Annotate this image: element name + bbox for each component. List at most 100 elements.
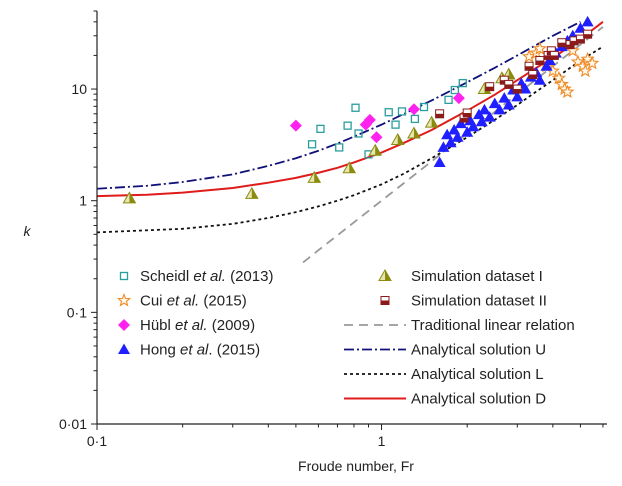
data-point <box>390 132 405 145</box>
y-tick-label: 10 <box>71 81 87 97</box>
data-point <box>441 128 454 140</box>
data-point <box>578 63 593 78</box>
y-tick-label: 0·01 <box>59 416 87 432</box>
data-point <box>475 115 488 127</box>
data-point <box>532 41 547 55</box>
legend-label: Analytical solution L <box>411 366 544 383</box>
data-point <box>407 103 420 116</box>
data-point <box>289 119 302 132</box>
series-line-traditional-linear-relation <box>302 26 604 264</box>
legend-label: Traditional linear relation <box>411 317 575 334</box>
data-point <box>316 124 325 134</box>
data-point <box>397 107 407 116</box>
data-point <box>458 78 467 88</box>
legend-label: Simulation dataset I <box>411 268 543 285</box>
legend-item-cui-et-al-2015 <box>116 292 132 307</box>
data-point <box>122 191 137 204</box>
y-axis-title: k <box>24 223 32 239</box>
legend-label: Simulation dataset II <box>411 293 547 310</box>
series-scheidl-et-al-2013 <box>307 78 467 159</box>
legend-item-simulation-dataset-i <box>378 268 392 281</box>
data-point <box>452 92 465 105</box>
data-point <box>437 141 450 152</box>
data-point <box>581 15 594 27</box>
legend-marker <box>118 343 130 354</box>
data-point <box>407 126 421 139</box>
data-point <box>528 69 538 79</box>
data-point <box>488 97 501 109</box>
legend-marker <box>118 319 130 331</box>
data-point <box>444 95 453 105</box>
legend-item-hong-et-al-2015 <box>118 343 130 354</box>
legend-item-scheidl-et-al-2013 <box>119 271 129 281</box>
data-point <box>533 74 546 85</box>
data-point <box>549 50 559 60</box>
data-point <box>467 120 480 132</box>
data-point <box>354 129 363 138</box>
data-point <box>424 115 439 128</box>
data-point <box>560 84 575 99</box>
data-point <box>307 170 322 183</box>
legend-label: Hong et al. (2015) <box>140 342 260 359</box>
data-point <box>419 102 429 112</box>
data-point <box>461 126 474 137</box>
legend-marker <box>119 271 129 281</box>
series-simulation-dataset-i <box>122 67 516 204</box>
legend-item-h-bl-et-al-2009 <box>118 319 130 331</box>
data-point <box>451 131 464 142</box>
data-point <box>244 186 259 199</box>
data-point <box>335 143 344 152</box>
data-point <box>307 140 317 149</box>
y-tick-label: 0·1 <box>67 304 87 320</box>
data-point <box>342 161 357 174</box>
series-line-analytical-solution-l <box>97 45 604 234</box>
data-point <box>448 123 461 135</box>
data-point <box>504 79 514 89</box>
x-tick-label: 1 <box>378 433 386 449</box>
legend-label: Analytical solution D <box>411 391 546 408</box>
data-point <box>575 34 585 44</box>
x-axis-title: Froude number, Fr <box>298 458 414 474</box>
legend-label: Hübl et al. (2009) <box>140 317 255 334</box>
data-point <box>583 29 593 39</box>
data-point <box>511 90 524 102</box>
data-point <box>391 120 400 129</box>
legend-label: Cui et al. (2015) <box>140 293 247 310</box>
data-point <box>384 108 393 117</box>
data-point <box>435 109 445 119</box>
data-point <box>450 85 460 95</box>
data-point <box>502 98 515 110</box>
data-point <box>498 92 511 103</box>
data-point <box>351 103 360 112</box>
data-point <box>370 131 383 144</box>
data-point <box>444 136 457 148</box>
legend-item-simulation-dataset-ii <box>380 296 390 305</box>
data-point <box>540 60 553 71</box>
legend-marker <box>380 296 390 305</box>
data-point <box>483 111 496 122</box>
legend-marker <box>378 268 392 281</box>
data-point <box>454 117 467 129</box>
data-point <box>551 70 567 85</box>
legend-label: Analytical solution U <box>411 342 546 359</box>
series-simulation-dataset-ii <box>435 29 593 123</box>
data-point <box>485 82 495 92</box>
legend-label: Scheidl et al. (2013) <box>140 268 273 285</box>
data-point <box>478 103 491 115</box>
plot-area <box>97 15 604 264</box>
data-point <box>433 156 446 167</box>
data-point <box>524 61 534 71</box>
data-point <box>493 103 506 115</box>
data-point <box>363 113 376 126</box>
y-tick-label: 1 <box>79 193 87 209</box>
series-h-bl-et-al-2009 <box>289 92 465 144</box>
data-point <box>557 38 567 48</box>
data-point <box>462 108 472 118</box>
data-point <box>519 83 532 94</box>
data-point <box>410 114 420 124</box>
data-point <box>512 84 522 94</box>
data-point <box>585 55 600 70</box>
legend: Scheidl et al. (2013) Cui et al. (2015) Hü… <box>116 268 575 408</box>
